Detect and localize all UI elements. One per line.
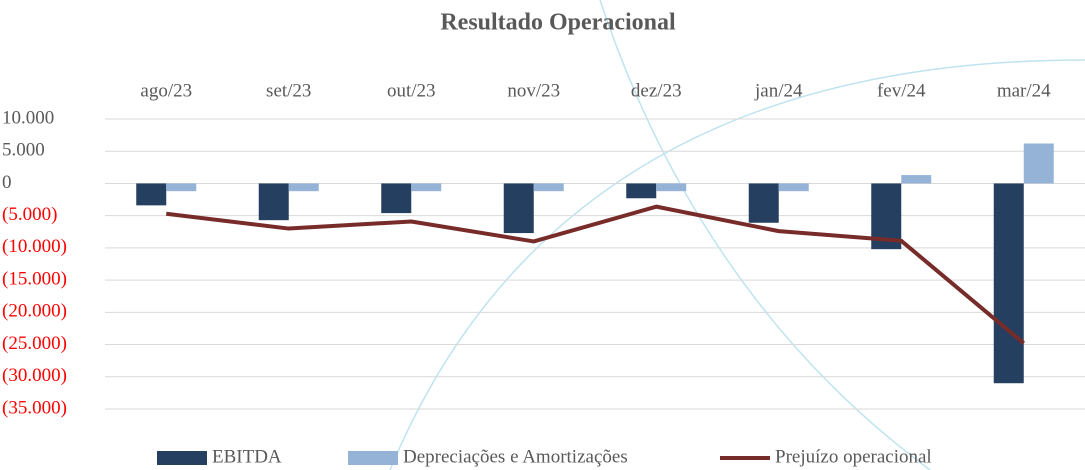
x-tick-label: mar/24 [997, 80, 1051, 101]
y-tick-label: (5.000) [2, 204, 57, 225]
bar [381, 183, 412, 214]
bar [1023, 143, 1054, 184]
y-tick-label: (10.000) [2, 236, 67, 257]
y-tick-label: (15.000) [2, 268, 67, 289]
bar [748, 183, 779, 223]
y-tick-label: 0 [2, 172, 12, 193]
bar [533, 183, 564, 192]
x-tick-label: jan/24 [754, 80, 803, 101]
bar [778, 183, 809, 192]
bar [411, 183, 442, 192]
x-tick-label: fev/24 [877, 80, 926, 101]
line [166, 204, 1026, 345]
y-tick-label: 5.000 [2, 140, 45, 161]
legend-label: Prejuízo operacional [775, 446, 932, 467]
bar [136, 183, 167, 206]
bar [166, 183, 197, 192]
chart-title: Resultado Operacional [440, 10, 676, 36]
y-tick-label: (30.000) [2, 365, 67, 386]
bar [626, 183, 657, 199]
legend-label: Depreciações e Amortizações [403, 446, 628, 467]
bar [288, 183, 319, 192]
bar [901, 175, 932, 184]
x-tick-label: set/23 [266, 80, 311, 101]
x-tick-label: out/23 [387, 80, 436, 101]
y-tick-label: (35.000) [2, 397, 67, 418]
legend-swatch [348, 451, 398, 465]
y-tick-label: (20.000) [2, 301, 67, 322]
legend-label: EBITDA [212, 446, 282, 467]
decoration [389, 59, 1085, 470]
x-tick-label: ago/23 [140, 80, 192, 101]
bar [656, 183, 687, 192]
decoration [599, 0, 931, 470]
x-tick-label: dez/23 [631, 80, 682, 101]
x-tick-label: nov/23 [507, 80, 560, 101]
bar [503, 183, 534, 234]
bar [258, 183, 289, 221]
legend-swatch [157, 451, 207, 465]
y-tick-label: (25.000) [2, 333, 67, 354]
bar [993, 183, 1024, 384]
y-tick-label: 10.000 [2, 107, 54, 128]
